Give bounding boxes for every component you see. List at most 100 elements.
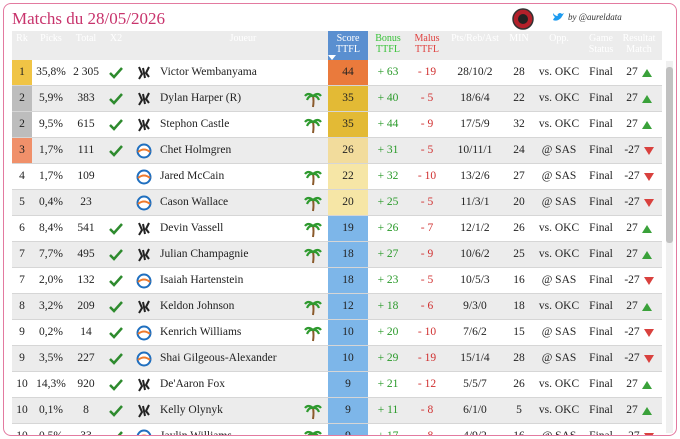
check-icon	[109, 326, 123, 339]
rank: 6	[19, 222, 25, 234]
scrollbar[interactable]	[666, 61, 673, 433]
stats: 10/11/1	[457, 144, 493, 156]
result: -27	[624, 430, 640, 436]
palm-cell	[298, 138, 328, 163]
x2-cell	[102, 398, 130, 423]
result-arrow	[643, 172, 654, 181]
result-arrow	[641, 302, 652, 311]
bonus: + 27	[377, 248, 399, 260]
palm-cell	[298, 164, 328, 189]
bonus: + 63	[377, 66, 399, 78]
palm-cell	[298, 60, 328, 85]
check-icon	[109, 248, 123, 261]
minutes: 20	[513, 196, 525, 208]
opponent: @ SAS	[541, 196, 577, 208]
malus: - 5	[420, 274, 434, 286]
malus: - 8	[420, 404, 434, 416]
opponent: @ SAS	[541, 274, 577, 286]
scroll-thumb[interactable]	[666, 67, 673, 243]
total: 111	[77, 144, 95, 156]
player-name: Kenrich Williams	[160, 326, 242, 338]
x2-cell	[102, 294, 130, 319]
result-cell: 27	[618, 398, 660, 423]
table-row: 7 7,7% 495 Julian Champagnie 18 + 27 - 9 10/6/2…	[12, 242, 662, 268]
game-status: Final	[589, 404, 613, 416]
picks: 1,7%	[39, 170, 63, 182]
player-name: Victor Wembanyama	[160, 66, 257, 78]
x2-cell	[102, 424, 130, 435]
palm-icon	[304, 404, 322, 419]
stats: 12/1/2	[460, 222, 490, 234]
player-name: De'Aaron Fox	[160, 378, 225, 390]
rank: 9	[19, 326, 25, 338]
malus: - 5	[420, 196, 434, 208]
picks: 2,0%	[39, 274, 63, 286]
player-name: Devin Vassell	[160, 222, 224, 234]
result-cell: 27	[618, 242, 660, 267]
palm-icon	[304, 118, 322, 133]
result-arrow	[641, 94, 652, 103]
stats: 17/5/9	[460, 118, 490, 130]
bonus: + 44	[377, 118, 399, 130]
game-status: Final	[589, 326, 613, 338]
team-logo-cell	[130, 398, 158, 423]
palm-cell	[298, 190, 328, 215]
rank: 2	[12, 86, 32, 111]
team-logo-cell	[130, 320, 158, 345]
palm-icon	[304, 248, 322, 263]
score: 19	[328, 216, 368, 241]
opponent: vs. OKC	[538, 300, 580, 312]
team-logo	[138, 222, 150, 236]
team-logo-cell	[130, 346, 158, 371]
table-row: 2 5,9% 383 Dylan Harper (R) 35 + 40 - 5 18/6/4 2…	[12, 86, 662, 112]
bonus: + 26	[377, 222, 399, 234]
team-logo	[136, 429, 152, 435]
check-icon	[109, 66, 123, 79]
palm-icon	[304, 92, 322, 107]
page-title: Matchs du 28/05/2026	[12, 9, 165, 28]
result: 27	[626, 248, 638, 260]
team-logo-cell	[130, 60, 158, 85]
picks: 3,2%	[39, 300, 63, 312]
total: 920	[77, 378, 95, 390]
stats: 15/1/4	[460, 352, 490, 364]
rank: 4	[19, 170, 25, 182]
player-name: Isaiah Hartenstein	[160, 274, 244, 286]
picks: 8,4%	[39, 222, 63, 234]
result-arrow	[643, 146, 654, 155]
x2-cell	[102, 138, 130, 163]
total: 132	[77, 274, 95, 286]
table-row: 10 0,5% 33 Jaylin Williams 9 + 17 - 8 4/9/2 16 @ …	[12, 424, 662, 436]
header-cell: Pts/Reb/Ast	[451, 33, 499, 44]
palm-icon	[304, 222, 322, 237]
score: 18	[328, 242, 368, 267]
team-logo-cell	[130, 164, 158, 189]
minutes: 32	[513, 118, 525, 130]
opponent: vs. OKC	[538, 66, 580, 78]
game-status: Final	[589, 118, 613, 130]
check-icon	[109, 92, 123, 105]
rank: 1	[12, 60, 32, 85]
opponent: @ SAS	[541, 170, 577, 182]
total: 209	[77, 300, 95, 312]
palm-icon	[304, 300, 322, 315]
team-logo	[138, 92, 150, 106]
score: 9	[328, 398, 368, 423]
palm-icon	[304, 326, 322, 341]
minutes: 28	[513, 352, 525, 364]
minutes: 22	[513, 92, 525, 104]
palm-cell	[298, 242, 328, 267]
malus: - 5	[420, 92, 434, 104]
game-status: Final	[589, 92, 613, 104]
total: 227	[77, 352, 95, 364]
game-status: Final	[589, 170, 613, 182]
picks: 7,7%	[39, 248, 63, 260]
score: 12	[328, 294, 368, 319]
player-name: Stephon Castle	[160, 118, 230, 130]
opponent: @ SAS	[541, 352, 577, 364]
total: 14	[80, 326, 92, 338]
palm-cell	[298, 86, 328, 111]
team-logo-cell	[130, 424, 158, 435]
result-cell: -27	[618, 346, 660, 371]
x2-cell	[102, 320, 130, 345]
